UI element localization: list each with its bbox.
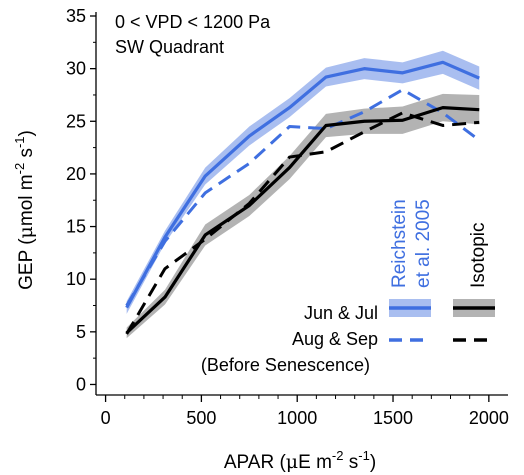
line-reichstein-jun_jul	[125, 60, 480, 309]
y-tick-label: 20	[66, 164, 86, 184]
legend-swatches	[389, 299, 495, 342]
legend-row-aug-sep: Aug & Sep	[292, 329, 378, 349]
y-tick-label: 10	[66, 269, 86, 289]
axes	[95, 12, 508, 396]
x-tick-label: 0	[101, 408, 111, 428]
annotation-vpd: 0 < VPD < 1200 Pa	[115, 12, 271, 32]
band-reichstein-jun_jul	[126, 50, 480, 314]
group-label-isotopic: Isotopic	[468, 223, 489, 288]
y-axis-label: GEP (μmol m-2 s-1)	[12, 130, 37, 290]
line-isotopic-jun_jul	[125, 105, 480, 335]
line-isotopic-aug_sep	[125, 111, 480, 335]
y-tick-label: 35	[66, 6, 86, 26]
ticks: 0 5 10 15 20 25 30 35 0 500 1000 1500 2000	[66, 6, 509, 428]
legend-row-before-senescence: (Before Senescence)	[201, 355, 370, 375]
annotation-quadrant: SW Quadrant	[115, 37, 224, 57]
group-label-reichstein-2: et al. 2005	[413, 199, 434, 288]
x-axis-label: APAR (μE m-2 s-1)	[224, 448, 376, 473]
group-label-reichstein-1: Reichstein	[389, 199, 410, 288]
y-tick-label: 15	[66, 217, 86, 237]
series-lines	[125, 60, 481, 335]
y-tick-label: 5	[76, 322, 86, 342]
x-tick-label: 2000	[469, 408, 509, 428]
legend: Jun & Jul Aug & Sep (Before Senescence)	[201, 299, 495, 375]
confidence-bands	[126, 50, 480, 339]
y-tick-label: 30	[66, 59, 86, 79]
band-isotopic-jun_jul	[126, 93, 480, 339]
y-tick-label: 25	[66, 111, 86, 131]
x-tick-label: 500	[186, 408, 216, 428]
legend-row-jun-jul: Jun & Jul	[304, 303, 378, 323]
x-tick-label: 1500	[373, 408, 413, 428]
x-tick-label: 1000	[277, 408, 317, 428]
y-tick-label: 0	[76, 374, 86, 394]
